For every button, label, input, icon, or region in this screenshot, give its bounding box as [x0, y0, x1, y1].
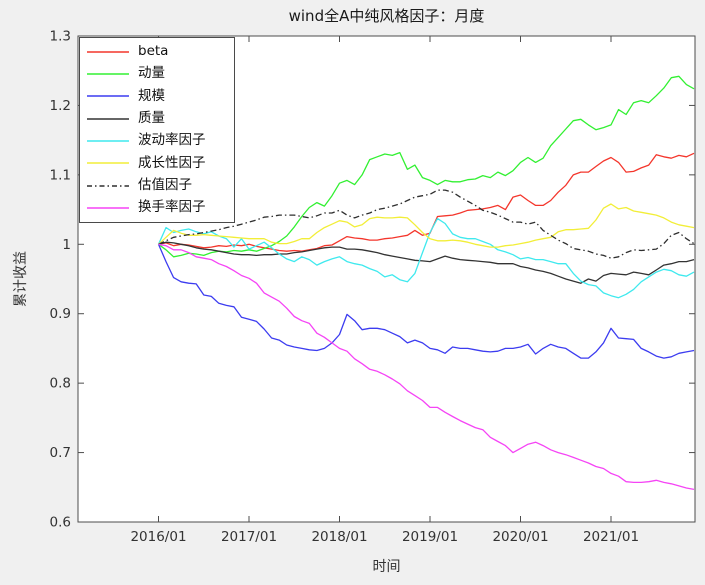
legend-label: 动量: [138, 65, 165, 82]
legend-line-sample: [87, 95, 129, 98]
series-line-1: [158, 75, 695, 258]
legend: beta 动量规模质量波动率因子成长性因子估值因子换手率因子: [79, 37, 235, 223]
x-tick-label: 2017/01: [221, 529, 277, 545]
series-line-5: [158, 203, 695, 248]
x-tick-label: 2021/01: [583, 529, 639, 545]
legend-line-sample: [87, 162, 129, 165]
legend-line-sample: [87, 73, 129, 75]
chart-title: wind全A中纯风格因子：月度: [288, 7, 485, 25]
y-tick-label: 0.8: [50, 376, 71, 392]
y-tick-label: 0.9: [50, 306, 71, 322]
legend-item-4: 波动率因子: [80, 131, 234, 152]
legend-item-0: beta: [80, 41, 234, 62]
legend-label: 换手率因子: [138, 199, 206, 216]
x-tick-label: 2020/01: [492, 529, 548, 545]
series-line-4: [157, 217, 695, 299]
series-line-7: [158, 243, 695, 491]
series-line-6: [158, 189, 695, 259]
x-tick-label: 2016/01: [130, 529, 186, 545]
x-tick-label: 2019/01: [402, 529, 458, 545]
legend-line-sample: [87, 51, 129, 53]
legend-item-6: 估值因子: [80, 175, 234, 196]
y-tick-label: 1: [62, 237, 71, 253]
y-tick-label: 1.2: [50, 98, 71, 114]
legend-label: beta: [138, 43, 169, 60]
y-axis-label: 累计收益: [13, 251, 29, 307]
legend-line-sample: [87, 185, 129, 187]
x-axis-label: 时间: [372, 559, 401, 575]
legend-item-5: 成长性因子: [80, 153, 234, 174]
legend-label: 成长性因子: [138, 154, 206, 171]
legend-line-sample: [87, 207, 129, 209]
y-tick-label: 0.7: [50, 445, 71, 461]
legend-label: 波动率因子: [138, 132, 206, 149]
y-tick-label: 1.1: [50, 167, 71, 183]
series-line-0: [158, 152, 695, 252]
y-tick-label: 1.3: [50, 29, 71, 45]
axes-box: [77, 35, 696, 523]
legend-label: 规模: [138, 87, 165, 104]
legend-line-sample: [87, 118, 129, 120]
legend-label: 估值因子: [138, 177, 192, 194]
series-line-3: [158, 241, 695, 284]
legend-item-7: 换手率因子: [80, 198, 234, 219]
legend-label: 质量: [138, 110, 165, 127]
x-tick-label: 2018/01: [311, 529, 367, 545]
legend-line-sample: [87, 140, 129, 142]
legend-item-2: 规模: [80, 86, 234, 107]
y-tick-label: 0.6: [50, 515, 71, 531]
legend-item-1: 动量: [80, 64, 234, 85]
legend-item-3: 质量: [80, 108, 234, 129]
series-line-2: [157, 244, 695, 359]
